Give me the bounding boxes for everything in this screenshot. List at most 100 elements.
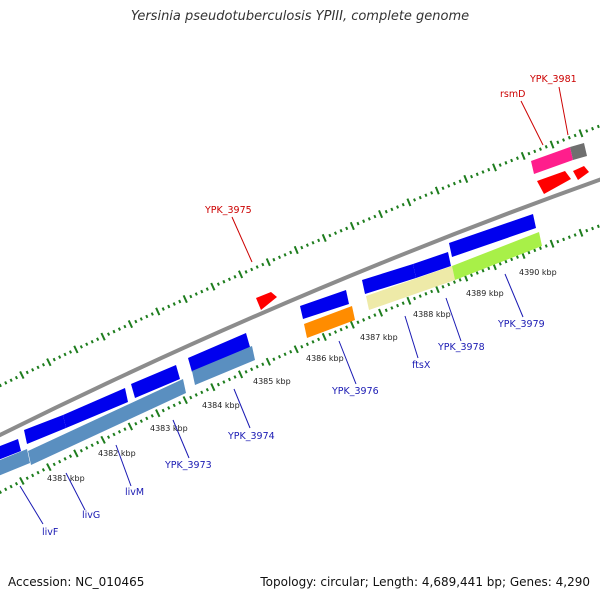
scale-tick [167,304,171,309]
scale-tick [123,427,127,431]
forward-cds-track [256,143,589,310]
genome-summary-text: Topology: circular; Length: 4,689,441 bp… [260,575,590,589]
scale-tick [63,457,67,461]
scale-tick [96,337,100,342]
gene-feature [192,346,255,385]
scale-tick [434,186,440,195]
cds-feature [188,333,250,372]
gene-feature [28,379,186,465]
scale-tick [498,163,502,167]
scale-tick [328,332,332,337]
scale-tick [487,266,491,271]
scale-tick [90,339,94,344]
scale-tick [4,487,8,492]
gene-feature [366,266,455,310]
cds-feature [570,143,587,160]
accession-text: Accession: NC_010465 [8,575,145,589]
leader-line [231,216,253,263]
scale-tick [216,382,220,387]
scale-tick [222,380,226,384]
cds-feature [573,166,589,180]
scale-tick [117,430,121,434]
scale-tick [250,367,254,372]
gene-label: YPK_3975 [204,205,252,216]
cds-feature [131,365,180,398]
scale-tick [498,262,502,266]
scale-tick [305,243,309,247]
scale-tick [255,265,259,269]
scale-tick [567,235,571,239]
tick-label: 4390 kbp [519,268,557,277]
scale-tick [261,362,265,367]
scale-tick [90,443,94,448]
scale-tick [79,345,83,349]
scale-tick [538,246,542,250]
gene-feature [304,306,355,338]
scale-tick [233,275,237,279]
scale-tick [447,282,451,287]
cds-feature [449,214,536,257]
scale-tick [591,226,595,231]
scale-tick [216,282,220,286]
scale-tick [430,191,434,195]
scale-tick [155,409,161,418]
scale-tick [470,273,474,277]
scale-tick [210,383,216,392]
scale-tick [458,179,462,184]
scale-tick [300,245,304,250]
scale-tick [373,313,377,317]
tick-label: 4384 kbp [202,401,240,410]
scale-tick [533,149,537,154]
scale-tick [362,318,366,322]
scale-tick [447,184,451,188]
scale-tick [544,145,548,149]
scale-tick [321,332,327,342]
scale-tick [413,296,417,301]
scale-tick [52,357,56,362]
scale-tick [321,233,327,242]
scale-tick [504,259,508,264]
scale-tick [205,387,209,392]
cds-feature [537,171,571,194]
tick-label: 4381 kbp [47,474,85,483]
scale-tick [549,239,555,248]
scale-tick [139,317,143,321]
scale-tick [182,396,188,405]
cds-feature [256,292,277,310]
scale-tick [578,228,584,237]
scale-tick [367,217,371,221]
scale-tick [52,462,56,467]
leader-line [19,485,44,525]
scale-tick [19,476,25,485]
scale-tick [58,355,62,359]
scale-tick [452,280,456,284]
scale-tick [68,454,73,458]
scale-tick [31,368,35,372]
cds-feature [24,415,66,444]
scale-tick [492,163,497,172]
scale-tick [194,292,198,296]
scale-tick [255,364,259,369]
scale-tick [345,226,349,231]
scale-tick [112,329,116,334]
scale-tick [390,306,394,310]
leader-line [115,444,132,487]
scale-tick [567,135,571,140]
scale-tick [79,448,83,453]
scale-tick [85,446,89,450]
scale-tick [585,129,589,133]
scale-tick [441,186,445,191]
scale-tick [237,370,244,379]
scale-tick [463,174,469,183]
scale-tick [200,390,204,395]
gene-label: ftsX [412,360,431,371]
scale-tick [549,140,555,149]
scale-tick [265,357,271,366]
leader-line [445,297,462,342]
scale-tick [25,370,29,375]
scale-tick [333,231,338,235]
scale-tick [237,270,244,279]
scale-tick [333,330,338,334]
scale-tick [283,352,287,357]
scale-tick [100,332,106,341]
